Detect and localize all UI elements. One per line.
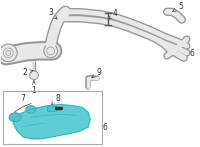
Ellipse shape (26, 106, 36, 113)
Bar (3, 91, 102, 144)
Circle shape (29, 71, 38, 80)
Text: 4: 4 (109, 9, 118, 19)
Circle shape (47, 47, 55, 55)
Text: 3: 3 (48, 8, 57, 19)
Circle shape (3, 48, 13, 58)
Circle shape (6, 50, 11, 55)
Text: 6: 6 (190, 49, 195, 58)
Text: 8: 8 (51, 94, 60, 105)
Ellipse shape (9, 113, 21, 122)
Polygon shape (13, 105, 90, 139)
Text: 2: 2 (23, 68, 33, 77)
Text: 1: 1 (32, 80, 36, 95)
Text: 9: 9 (92, 68, 101, 78)
Text: 5: 5 (173, 2, 183, 11)
Circle shape (0, 44, 17, 62)
Text: 6: 6 (103, 123, 108, 132)
Circle shape (44, 44, 58, 58)
Bar (47, 106, 56, 111)
Text: 7: 7 (21, 94, 26, 103)
